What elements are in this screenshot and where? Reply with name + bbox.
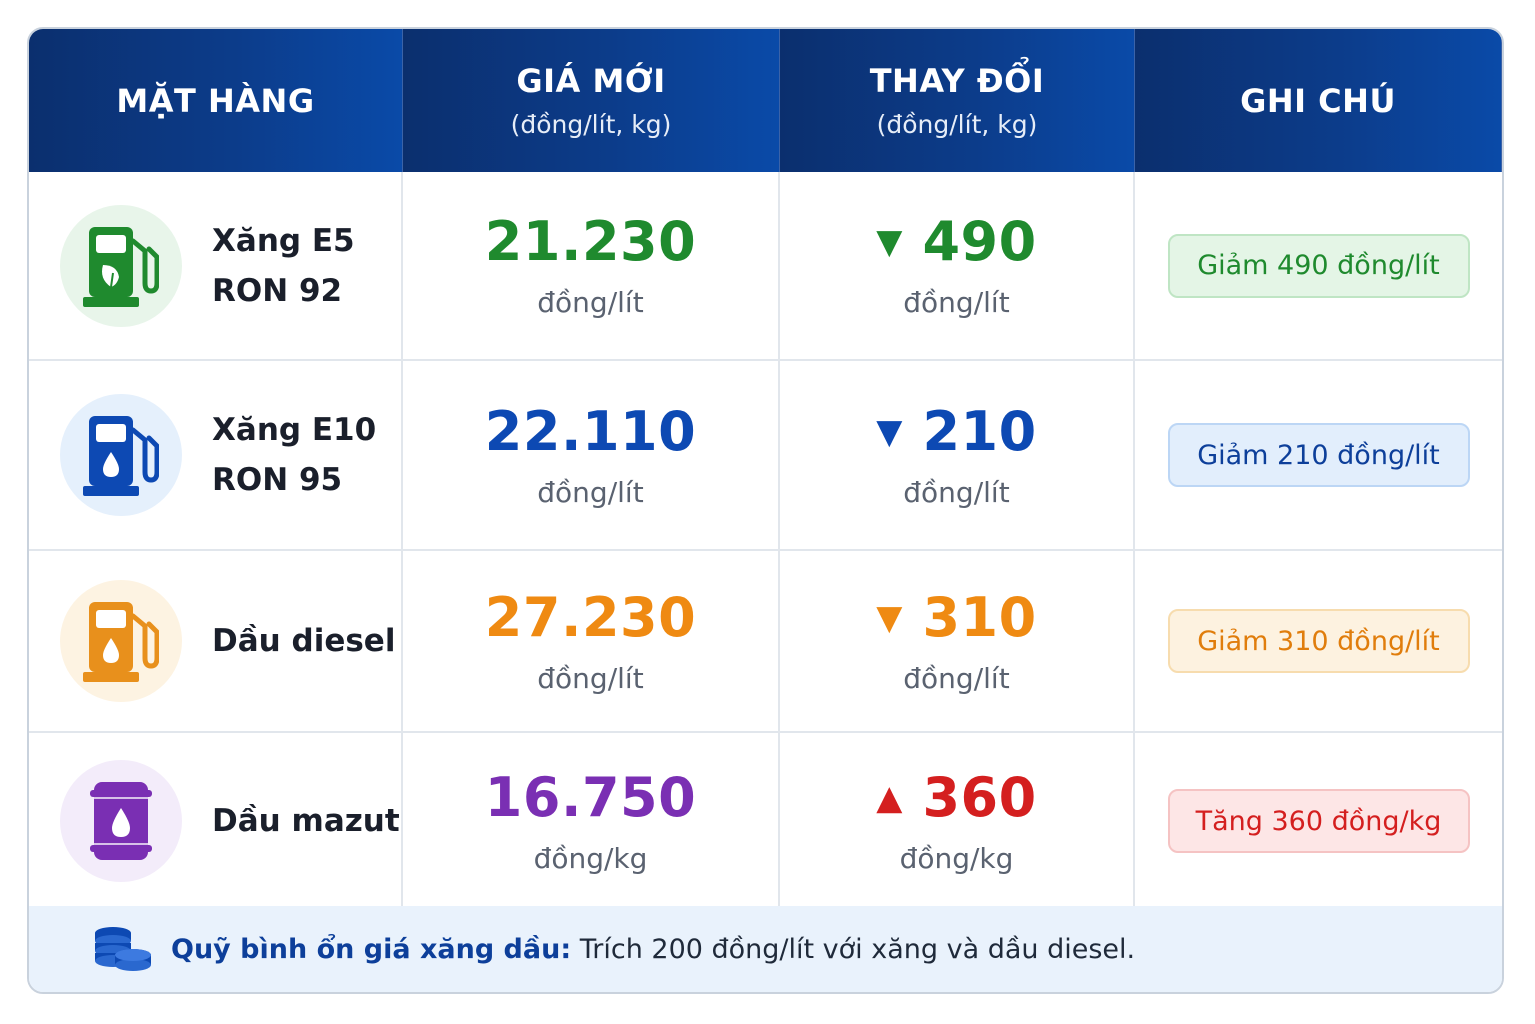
- product-name-line1: Xăng E5: [212, 222, 355, 259]
- table-row-e5-product: Xăng E5 RON 92: [29, 172, 403, 361]
- table-row-mazut-product: Dầu mazut: [29, 733, 403, 909]
- fuel-pump-drop-icon: [83, 602, 159, 682]
- product-name: Dầu diesel: [212, 616, 395, 666]
- new-price-value: 21.230: [484, 210, 697, 273]
- change-unit: đồng/kg: [899, 841, 1014, 875]
- table-row-e10-note: Giảm 210 đồng/lít: [1135, 361, 1502, 551]
- header-new-price-label: GIÁ MỚI: [516, 62, 666, 100]
- header-change-label: THAY ĐỔI: [869, 62, 1045, 100]
- fuel-pump-drop-icon: [83, 416, 159, 496]
- change-value: 360: [922, 765, 1037, 829]
- header-note-label: GHI CHÚ: [1240, 81, 1396, 120]
- down-arrow-icon: ▼: [876, 411, 903, 452]
- header-new-price: GIÁ MỚI (đồng/lít, kg): [403, 29, 780, 172]
- price-grid: MẶT HÀNG GIÁ MỚI (đồng/lít, kg) THAY ĐỔI…: [29, 29, 1502, 909]
- new-price-value: 27.230: [484, 585, 697, 649]
- header-new-price-unit: (đồng/lít, kg): [510, 110, 672, 139]
- table-row-mazut-note: Tăng 360 đồng/kg: [1135, 733, 1502, 909]
- new-price-value: 22.110: [484, 399, 697, 463]
- header-note: GHI CHÚ: [1135, 29, 1502, 172]
- change-unit: đồng/lít: [903, 661, 1010, 695]
- table-row-e5-note: Giảm 490 đồng/lít: [1135, 172, 1502, 361]
- change-unit: đồng/lít: [903, 286, 1010, 319]
- change-value: 490: [922, 210, 1037, 273]
- table-row-mazut-price: 16.750 đồng/kg: [403, 733, 780, 909]
- header-change: THAY ĐỔI (đồng/lít, kg): [780, 29, 1135, 172]
- note-badge: Tăng 360 đồng/kg: [1167, 789, 1470, 853]
- note-badge: Giảm 210 đồng/lít: [1167, 423, 1470, 487]
- note-badge: Giảm 490 đồng/lít: [1167, 233, 1470, 298]
- product-name-line1: Xăng E10: [212, 412, 377, 448]
- change-value: 310: [922, 585, 1037, 649]
- product-name: Xăng E5 RON 92: [212, 216, 355, 316]
- new-price-unit: đồng/lít: [537, 286, 644, 319]
- table-row-diesel-note: Giảm 310 đồng/lít: [1135, 551, 1502, 733]
- header-change-unit: (đồng/lít, kg): [876, 110, 1038, 139]
- new-price-unit: đồng/lít: [537, 661, 644, 695]
- fuel-pump-leaf-icon: [83, 226, 159, 307]
- change-value: 210: [922, 399, 1037, 463]
- down-arrow-icon: ▼: [876, 597, 903, 638]
- coins-icon: [95, 927, 151, 971]
- table-row-e5-change: ▼ 490 đồng/lít: [780, 172, 1135, 361]
- table-row-e5-price: 21.230 đồng/lít: [403, 172, 780, 361]
- table-row-diesel-product: Dầu diesel: [29, 551, 403, 733]
- table-row-mazut-change: ▲ 360 đồng/kg: [780, 733, 1135, 909]
- product-name: Dầu mazut: [212, 796, 400, 846]
- new-price-value: 16.750: [484, 765, 697, 829]
- table-row-e10-price: 22.110 đồng/lít: [403, 361, 780, 551]
- new-price-unit: đồng/lít: [537, 475, 644, 509]
- up-arrow-icon: ▲: [876, 777, 903, 818]
- footer-text: Quỹ bình ổn giá xăng dầu: Trích 200 đồng…: [171, 934, 1135, 965]
- fuel-price-table: MẶT HÀNG GIÁ MỚI (đồng/lít, kg) THAY ĐỔI…: [27, 27, 1504, 994]
- change-unit: đồng/lít: [903, 475, 1010, 509]
- product-icon-circle: [60, 580, 182, 702]
- product-icon-circle: [60, 760, 182, 882]
- table-row-e10-product: Xăng E10 RON 95: [29, 361, 403, 551]
- product-icon-circle: [60, 204, 182, 327]
- product-name-line1: Dầu mazut: [212, 803, 400, 839]
- header-product: MẶT HÀNG: [29, 29, 403, 172]
- note-badge: Giảm 310 đồng/lít: [1167, 609, 1470, 673]
- table-row-diesel-change: ▼ 310 đồng/lít: [780, 551, 1135, 733]
- table-row-e10-change: ▼ 210 đồng/lít: [780, 361, 1135, 551]
- product-name-line2: RON 95: [212, 462, 343, 498]
- footer-label: Quỹ bình ổn giá xăng dầu:: [171, 933, 572, 965]
- table-row-diesel-price: 27.230 đồng/lít: [403, 551, 780, 733]
- product-name: Xăng E10 RON 95: [212, 405, 376, 505]
- product-name-line1: Dầu diesel: [212, 623, 396, 659]
- footer-note: Quỹ bình ổn giá xăng dầu: Trích 200 đồng…: [29, 906, 1502, 992]
- product-name-line2: RON 92: [212, 272, 343, 309]
- footer-detail: Trích 200 đồng/lít với xăng và dầu diese…: [579, 933, 1136, 965]
- oil-barrel-icon: [90, 782, 152, 860]
- new-price-unit: đồng/kg: [533, 841, 648, 875]
- down-arrow-icon: ▼: [876, 222, 903, 262]
- header-product-label: MẶT HÀNG: [116, 81, 315, 120]
- product-icon-circle: [60, 394, 182, 516]
